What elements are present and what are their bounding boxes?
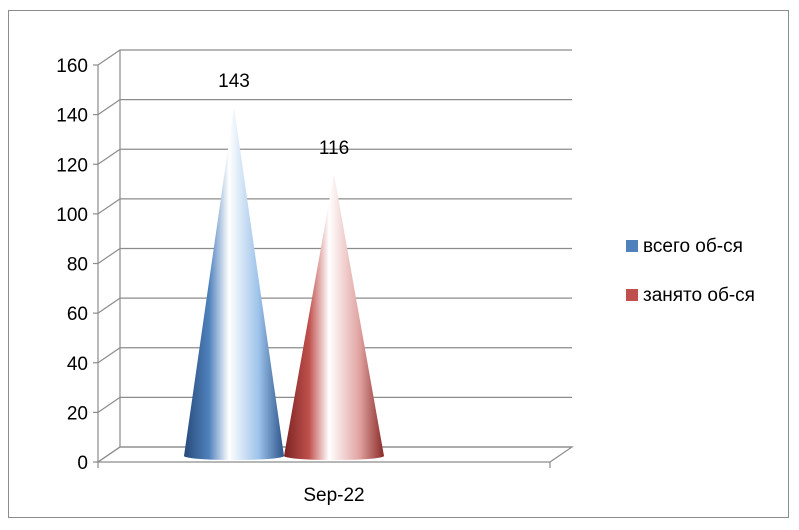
x-category-label: Sep-22	[303, 485, 364, 506]
legend-swatch	[626, 240, 638, 252]
y-tick-label: 160	[56, 56, 88, 77]
y-tick-label: 100	[56, 205, 88, 226]
legend-label: занято об-ся	[643, 285, 755, 306]
cone-bar-occupied	[284, 174, 384, 461]
gridline	[97, 99, 572, 116]
y-tick-label: 120	[56, 155, 88, 176]
y-tick-label: 80	[67, 255, 88, 276]
data-label: 143	[218, 71, 250, 92]
cone-bar-total	[184, 107, 284, 461]
y-tick-label: 0	[77, 453, 88, 474]
gridline	[97, 49, 572, 66]
legend-label: всего об-ся	[643, 236, 743, 257]
chart-floor	[96, 446, 574, 463]
legend-swatch	[626, 289, 638, 301]
cone-body	[184, 107, 284, 461]
data-label: 116	[319, 138, 349, 159]
y-tick-label: 60	[67, 304, 88, 325]
y-tick-label: 40	[67, 354, 88, 375]
cone-body	[284, 174, 384, 461]
y-tick-label: 20	[67, 403, 88, 424]
y-tick-label: 140	[56, 106, 88, 127]
chart-frame	[8, 10, 789, 518]
